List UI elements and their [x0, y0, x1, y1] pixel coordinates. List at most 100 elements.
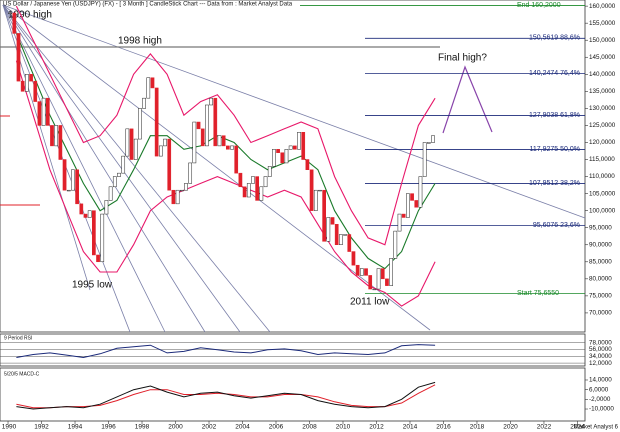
projection	[442, 65, 493, 134]
candle	[230, 145, 234, 150]
candle	[45, 97, 50, 126]
candle	[234, 145, 239, 174]
x-tick-label: 2012	[369, 424, 384, 431]
candle	[58, 125, 63, 160]
candle	[8, 12, 12, 15]
x-tick-label: 2014	[403, 424, 418, 431]
x-tick-label: 2002	[202, 424, 217, 431]
rsi-tick-label: 12,0000	[589, 360, 612, 367]
candle	[100, 213, 105, 263]
candle	[41, 97, 46, 126]
y-tick-label: 155,0000	[589, 20, 616, 27]
candle	[29, 74, 33, 82]
candle	[209, 97, 213, 106]
candle	[288, 145, 293, 150]
candle	[380, 268, 385, 280]
y-tick-label: 120,0000	[589, 139, 616, 146]
candle	[104, 200, 109, 215]
lower-band	[15, 60, 436, 307]
y-tick-label: 95,0000	[589, 224, 612, 231]
y-tick-label: 150,0000	[589, 37, 616, 44]
candle	[389, 258, 393, 286]
candle	[12, 12, 17, 34]
y-tick-label: 135,0000	[589, 88, 616, 95]
candle	[343, 234, 347, 236]
candle	[171, 189, 176, 205]
y-tick-label: 90,0000	[589, 241, 612, 248]
macd-tick-label: -10,0000	[589, 406, 614, 413]
candle	[255, 176, 260, 201]
x-tick-label: 2008	[302, 424, 317, 431]
fib-label: 117,9275 50,0%	[530, 146, 580, 153]
candle	[276, 149, 280, 153]
candle	[54, 125, 59, 147]
candle	[292, 145, 297, 150]
candle	[138, 108, 142, 140]
candle	[196, 121, 201, 130]
candle	[33, 80, 38, 102]
candle	[87, 210, 92, 218]
candle	[150, 77, 155, 89]
annotation: 1990 high	[8, 10, 52, 21]
candle	[326, 217, 331, 242]
rsi-tick-label: 56,0000	[589, 346, 612, 353]
candle	[368, 275, 373, 290]
candle	[79, 203, 84, 215]
candle	[267, 166, 272, 177]
candle	[217, 135, 222, 147]
candle	[192, 121, 197, 164]
x-tick-label: 2006	[269, 424, 284, 431]
fib-label: 150,5619 88,6%	[529, 35, 580, 42]
candle	[184, 183, 188, 191]
candle	[351, 251, 356, 266]
x-tick-label: 2024	[570, 424, 585, 431]
macd-tick-label: 14,0000	[589, 377, 612, 384]
macd-line	[16, 381, 436, 410]
candle	[272, 149, 276, 167]
candle	[263, 176, 268, 188]
y-tick-label: 80,0000	[589, 275, 612, 282]
macd-title: 5/20/5 MACD-C	[4, 371, 40, 377]
annotation: 2011 low	[350, 297, 390, 308]
candle	[142, 97, 146, 109]
candle	[334, 224, 339, 245]
candle	[66, 189, 71, 192]
candle	[75, 169, 79, 205]
y-tick-label: 70,0000	[589, 310, 612, 317]
fib-label: Start 75,6550	[517, 290, 559, 297]
candle	[309, 169, 314, 211]
x-tick-label: 1998	[135, 424, 150, 431]
candle	[200, 128, 205, 147]
candle	[339, 234, 343, 245]
candle	[112, 176, 117, 188]
candle	[179, 189, 184, 192]
candle	[259, 186, 264, 201]
x-tick-label: 1994	[68, 424, 83, 431]
candle	[108, 186, 113, 201]
candle	[71, 169, 75, 191]
candle	[117, 172, 121, 177]
candle	[431, 135, 435, 143]
candle	[297, 132, 301, 150]
y-tick-label: 75,0000	[589, 293, 612, 300]
fib-label: End 160,2000	[517, 2, 561, 9]
candle	[188, 162, 193, 184]
candle	[246, 183, 251, 198]
fib-label: 140,2474 76,4%	[529, 70, 580, 77]
candle	[397, 213, 402, 232]
candle	[154, 87, 159, 157]
upper-band	[15, 5, 436, 246]
annotation: 1998 high	[118, 36, 162, 47]
candle	[163, 138, 167, 147]
y-tick-label: 100,0000	[589, 207, 616, 214]
candle	[167, 138, 172, 191]
candle	[410, 193, 414, 201]
x-tick-label: 2018	[470, 424, 485, 431]
y-tick-label: 105,0000	[589, 190, 616, 197]
candle	[313, 189, 318, 211]
candle	[364, 268, 368, 276]
y-tick-label: 145,0000	[589, 54, 616, 61]
y-tick-label: 160,0000	[589, 3, 616, 10]
fib-label: 95,6076 23,6%	[533, 222, 580, 229]
